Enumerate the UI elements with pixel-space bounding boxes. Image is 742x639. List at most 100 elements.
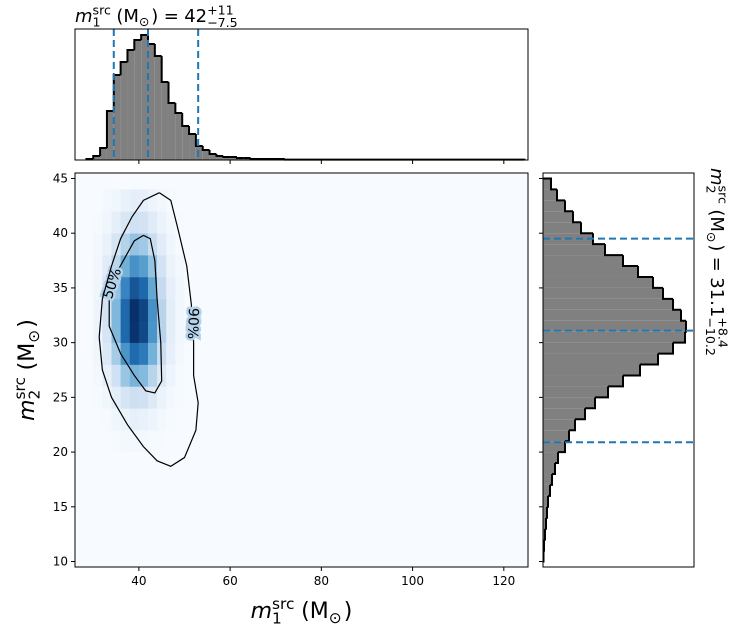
histogram-bar	[543, 331, 685, 343]
x-tick-label: 120	[492, 574, 515, 588]
histogram-bar	[543, 397, 595, 409]
density-cell	[93, 276, 103, 300]
histogram-bar	[543, 506, 547, 518]
density-cell	[147, 211, 158, 234]
density-cell	[111, 233, 121, 256]
density-cell	[175, 189, 185, 212]
histogram-step	[662, 287, 673, 300]
histogram-step	[565, 430, 570, 443]
density-cell	[147, 430, 158, 453]
histogram-bar	[543, 309, 681, 321]
density-cell	[129, 298, 140, 322]
label-subscript: 2	[704, 186, 719, 194]
histogram-step	[140, 34, 148, 40]
label-superscript: src	[93, 2, 111, 17]
label-superscript: src	[716, 186, 731, 204]
density-cell	[138, 408, 149, 431]
histogram-step	[188, 126, 196, 135]
density-cell	[184, 408, 194, 431]
histogram-bar	[543, 473, 552, 485]
histogram-bar	[543, 200, 565, 212]
histogram-bar	[543, 430, 569, 442]
label-lower-error: −10.2	[703, 317, 718, 356]
histogram-step	[572, 211, 581, 224]
label-subscript: 2	[26, 390, 44, 400]
density-cell	[138, 255, 149, 278]
y-tick-label: 45	[53, 171, 68, 185]
density-cell	[184, 430, 194, 453]
density-cell	[147, 408, 158, 431]
contour-label: 90%	[184, 308, 201, 340]
density-cell	[175, 408, 185, 431]
density-cell	[175, 233, 185, 256]
density-cell	[111, 255, 121, 278]
density-cell	[93, 342, 103, 365]
density-cell	[102, 189, 112, 212]
label-symbol: m	[75, 6, 93, 27]
label-unit: )	[344, 599, 353, 624]
density-cell	[102, 452, 112, 475]
histogram-step	[546, 506, 548, 519]
contour-line	[98, 192, 199, 467]
histogram-step	[550, 473, 553, 486]
label-lower-error: −7.5	[207, 15, 238, 30]
label-unit-subscript: ⊙	[139, 14, 150, 29]
density-cell	[129, 233, 140, 256]
histogram-bar	[543, 266, 638, 277]
label-upper-error: +8.4	[716, 317, 731, 348]
histogram-bar	[195, 146, 203, 160]
density-cell	[120, 233, 131, 256]
label-symbol: m	[251, 599, 272, 624]
histogram-bar	[189, 134, 196, 160]
label-subscript: 1	[93, 15, 101, 30]
histogram-step	[547, 495, 549, 508]
histogram-step	[569, 419, 576, 432]
histogram-bar	[223, 157, 231, 160]
density-cell	[111, 211, 121, 234]
label-symbol: m	[15, 399, 40, 420]
density-cell	[138, 452, 149, 475]
density-cell	[166, 364, 176, 387]
density-cell	[166, 452, 176, 475]
density-cell	[175, 364, 185, 387]
histogram-bar	[127, 50, 135, 160]
histogram-bar	[543, 178, 551, 190]
histogram-step	[99, 147, 107, 156]
density-cell	[102, 211, 112, 234]
histogram-bar	[543, 386, 608, 398]
histogram-bar	[543, 276, 653, 288]
histogram-bar	[113, 75, 121, 160]
density-cell	[157, 408, 167, 431]
density-cell	[102, 408, 112, 431]
density-cell	[166, 233, 176, 256]
density-cell	[184, 211, 194, 234]
density-cell	[120, 452, 131, 475]
histogram-bar	[100, 148, 107, 160]
histogram-bar	[543, 364, 640, 376]
density-cell	[184, 255, 194, 278]
histogram-bar	[134, 40, 142, 160]
histogram	[542, 177, 687, 563]
density-cell	[129, 430, 140, 453]
density-cell	[129, 320, 140, 343]
density-cell	[138, 211, 149, 234]
histogram-bar	[182, 126, 190, 160]
density-cell	[147, 298, 158, 322]
density-cell	[184, 233, 194, 256]
density-cell	[138, 364, 149, 387]
density-cell	[157, 255, 167, 278]
histogram-step	[222, 156, 231, 158]
density-cell	[175, 255, 185, 278]
density-cell	[120, 255, 131, 278]
density-cell	[129, 386, 140, 409]
histogram-step	[685, 320, 687, 333]
density-cell	[111, 452, 121, 475]
density-cell	[175, 276, 185, 300]
density-cell	[157, 189, 167, 212]
density-cell	[166, 386, 176, 409]
histogram-step	[544, 528, 546, 541]
histogram-step	[543, 539, 545, 552]
density-cell	[102, 233, 112, 256]
density-cell	[147, 320, 158, 343]
panel-frame	[542, 172, 695, 568]
